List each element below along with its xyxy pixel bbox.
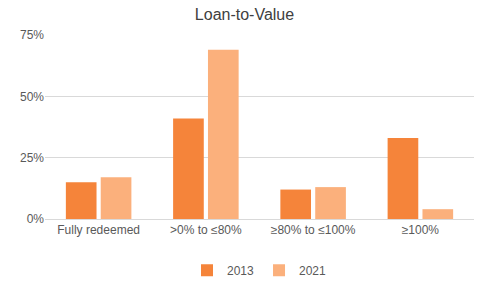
svg-text:≥80% to ≤100%: ≥80% to ≤100% — [271, 223, 356, 237]
svg-text:0%: 0% — [27, 212, 45, 226]
svg-text:≥100%: ≥100% — [402, 223, 440, 237]
svg-text:50%: 50% — [20, 90, 44, 104]
svg-text:2013: 2013 — [227, 264, 254, 278]
svg-text:>0% to ≤80%: >0% to ≤80% — [170, 223, 242, 237]
svg-text:Fully redeemed: Fully redeemed — [57, 223, 140, 237]
svg-text:75%: 75% — [20, 28, 44, 42]
svg-text:Loan-to-Value: Loan-to-Value — [195, 6, 294, 23]
svg-text:2021: 2021 — [299, 264, 326, 278]
svg-text:25%: 25% — [20, 151, 44, 165]
